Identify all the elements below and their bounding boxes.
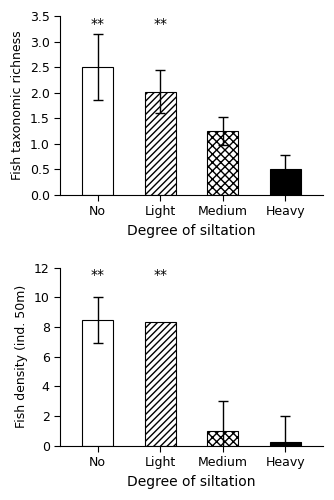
Text: **: ** (153, 268, 167, 282)
Bar (145, 92, 176, 194)
Y-axis label: Fish taxonomic richness: Fish taxonomic richness (11, 30, 24, 180)
Text: **: ** (91, 18, 105, 32)
Bar (145, 322, 176, 446)
Bar (270, 442, 301, 446)
Bar (207, 431, 238, 446)
Bar (270, 169, 301, 194)
Bar (82, 67, 113, 194)
X-axis label: Degree of siltation: Degree of siltation (127, 224, 256, 237)
X-axis label: Degree of siltation: Degree of siltation (127, 475, 256, 489)
Text: **: ** (91, 268, 105, 282)
Bar (207, 131, 238, 194)
Y-axis label: Fish density (ind. 50m): Fish density (ind. 50m) (15, 285, 28, 428)
Bar (82, 320, 113, 446)
Text: **: ** (153, 18, 167, 32)
